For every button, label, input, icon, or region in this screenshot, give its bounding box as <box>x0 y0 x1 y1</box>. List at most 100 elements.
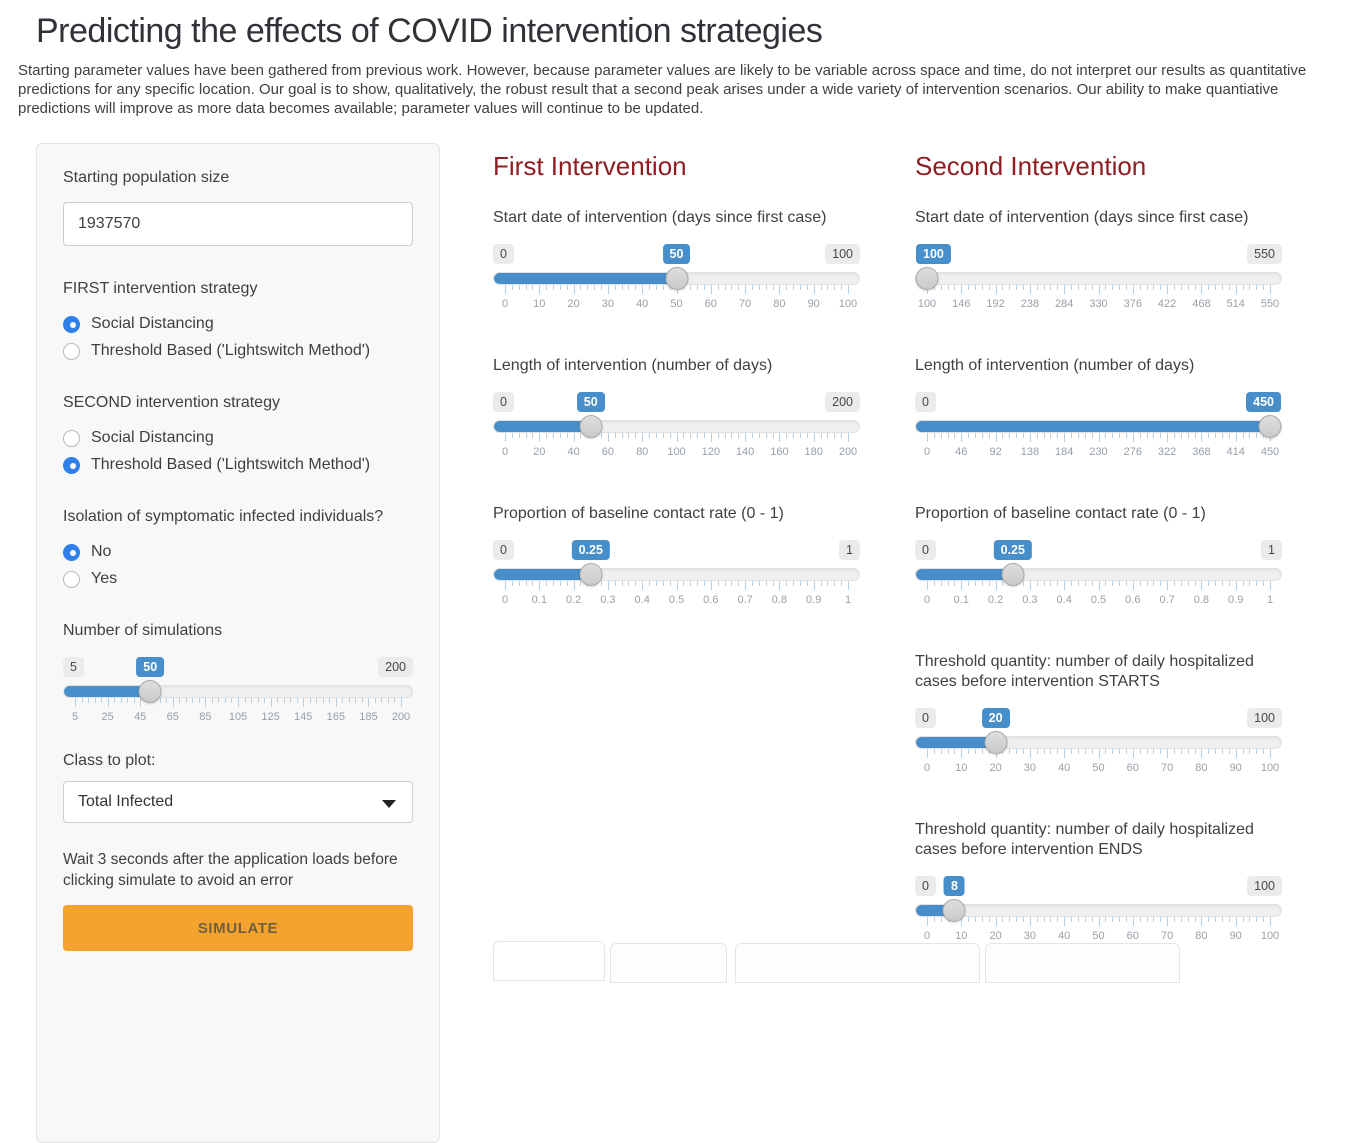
first-length-slider[interactable]: 0 200 50 0 20 40 60 80 100 120 140 160 180 200 <box>493 392 860 462</box>
slider-tick <box>1029 285 1031 294</box>
slider-tick <box>1167 285 1169 294</box>
slider-tick <box>1077 433 1079 438</box>
slider-handle[interactable] <box>138 680 162 703</box>
slider-tick <box>1228 917 1230 922</box>
radio-option[interactable]: Threshold Based ('Lightswitch Method') <box>63 342 413 360</box>
slider-tick <box>546 285 548 290</box>
slider-tick-label: 100 <box>667 446 686 458</box>
slider-tick <box>703 581 705 586</box>
slider-tick <box>995 285 997 294</box>
slider-tick <box>1036 285 1038 290</box>
second-start-slider[interactable]: 100 550 100 100 146 192 238 284 330 376 422 468 5… <box>915 244 1282 314</box>
radio-unselected-icon[interactable] <box>63 429 80 447</box>
threshold-start-slider[interactable]: 0 100 20 0 10 20 30 40 50 60 70 80 90 100 <box>915 708 1282 778</box>
slider-tick <box>1016 285 1018 290</box>
slider-max-label: 100 <box>1247 876 1282 896</box>
slider-tick <box>621 285 623 290</box>
slider-tick <box>1180 749 1182 754</box>
class-to-plot-select[interactable]: Total Infected <box>63 781 413 823</box>
slider-tick <box>772 581 774 586</box>
simulate-button[interactable]: SIMULATE <box>63 905 413 951</box>
slider-grid: 0 20 40 60 80 100 120 140 160 180 200 <box>502 433 857 459</box>
population-input[interactable] <box>63 202 413 246</box>
slider-track[interactable] <box>915 420 1282 433</box>
radio-selected-icon[interactable] <box>63 543 80 561</box>
first-contact-slider[interactable]: 0 1 0.25 0 0.1 0.2 0.3 0.4 0.5 0.6 0.7 0.8 0.9 1 <box>493 540 860 610</box>
radio-selected-icon[interactable] <box>63 456 80 474</box>
slider-tick <box>1023 581 1025 586</box>
slider-tick-label: 70 <box>738 298 752 310</box>
slider-tick <box>940 917 942 922</box>
slider-tick <box>238 698 239 707</box>
slider-tick <box>114 698 116 703</box>
slider-tick <box>1119 285 1121 290</box>
slider-handle[interactable] <box>915 267 939 290</box>
slider-tick <box>1242 749 1244 754</box>
tab-3[interactable] <box>735 943 980 983</box>
slider-tick <box>717 581 719 586</box>
second-contact-slider[interactable]: 0 1 0.25 0 0.1 0.2 0.3 0.4 0.5 0.6 0.7 0.8 0.9 1 <box>915 540 1282 610</box>
slider-tick <box>532 433 534 438</box>
slider-tick <box>975 749 977 754</box>
slider-tick-label: 60 <box>1126 930 1139 942</box>
slider-track[interactable] <box>915 272 1282 285</box>
slider-handle[interactable] <box>1001 563 1025 586</box>
slider-tick <box>745 433 747 442</box>
slider-tick <box>724 285 726 290</box>
slider-tick <box>635 285 637 290</box>
slider-tick <box>669 433 671 438</box>
slider-tick <box>1201 285 1203 294</box>
simulations-slider[interactable]: 5 200 50 5 25 45 65 85 105 125 145 165 185 200 <box>63 657 413 727</box>
slider-fill <box>64 686 151 697</box>
slider-handle[interactable] <box>942 899 966 922</box>
radio-option[interactable]: Yes <box>63 570 413 588</box>
slider-tick <box>628 433 630 438</box>
slider-tick <box>628 581 630 586</box>
radio-selected-icon[interactable] <box>63 315 80 333</box>
slider-tick <box>607 581 609 590</box>
slider-tick <box>270 698 272 707</box>
slider-track[interactable] <box>915 568 1282 581</box>
slider-handle[interactable] <box>579 415 603 438</box>
slider-tick <box>765 581 767 586</box>
tab-1[interactable] <box>493 941 605 981</box>
slider-grid: 0 10 20 30 40 50 60 70 80 90 100 <box>502 285 857 311</box>
slider-tick-label: 0.9 <box>1228 594 1244 606</box>
second-length-slider[interactable]: 0 450 450 0 46 92 138 184 230 276 322 368 414 450 <box>915 392 1282 462</box>
slider-tick <box>1071 917 1073 922</box>
slider-tick <box>765 433 767 438</box>
slider-handle[interactable] <box>1258 415 1282 438</box>
slider-tick <box>1263 285 1265 290</box>
slider-tick-label: 0.8 <box>771 594 788 606</box>
radio-option[interactable]: No <box>63 543 413 561</box>
slider-handle[interactable] <box>984 731 1008 754</box>
slider-tick <box>655 285 657 290</box>
slider-tick <box>316 698 318 703</box>
slider-tick <box>81 698 83 703</box>
radio-option[interactable]: Threshold Based ('Lightswitch Method') <box>63 456 413 474</box>
tab-2[interactable] <box>610 943 727 983</box>
slider-handle[interactable] <box>665 267 688 290</box>
slider-tick-label: 40 <box>1058 762 1071 774</box>
slider-tick <box>594 285 596 290</box>
slider-track[interactable] <box>915 736 1282 749</box>
slider-value-badge: 50 <box>576 392 605 412</box>
tab-4[interactable] <box>985 943 1180 983</box>
radio-option[interactable]: Social Distancing <box>63 429 413 447</box>
slider-track[interactable] <box>915 904 1282 917</box>
slider-tick-label: 0.4 <box>634 594 650 606</box>
slider-value-badge: 0.25 <box>993 540 1032 560</box>
slider-track[interactable] <box>493 420 860 433</box>
slider-track[interactable] <box>63 685 413 698</box>
radio-unselected-icon[interactable] <box>63 570 80 588</box>
radio-unselected-icon[interactable] <box>63 342 80 360</box>
slider-tick <box>1105 433 1107 438</box>
slider-tick <box>1036 917 1038 922</box>
first-start-slider[interactable]: 0 100 50 0 10 20 30 40 50 60 70 80 90 100 <box>493 244 860 314</box>
radio-option[interactable]: Social Distancing <box>63 315 413 333</box>
slider-tick <box>697 433 699 438</box>
slider-track[interactable] <box>493 568 860 581</box>
threshold-end-slider[interactable]: 0 100 8 0 10 20 30 40 50 60 70 80 90 100 <box>915 876 1282 946</box>
slider-handle[interactable] <box>579 563 603 586</box>
slider-tick-label: 450 <box>1260 446 1280 458</box>
